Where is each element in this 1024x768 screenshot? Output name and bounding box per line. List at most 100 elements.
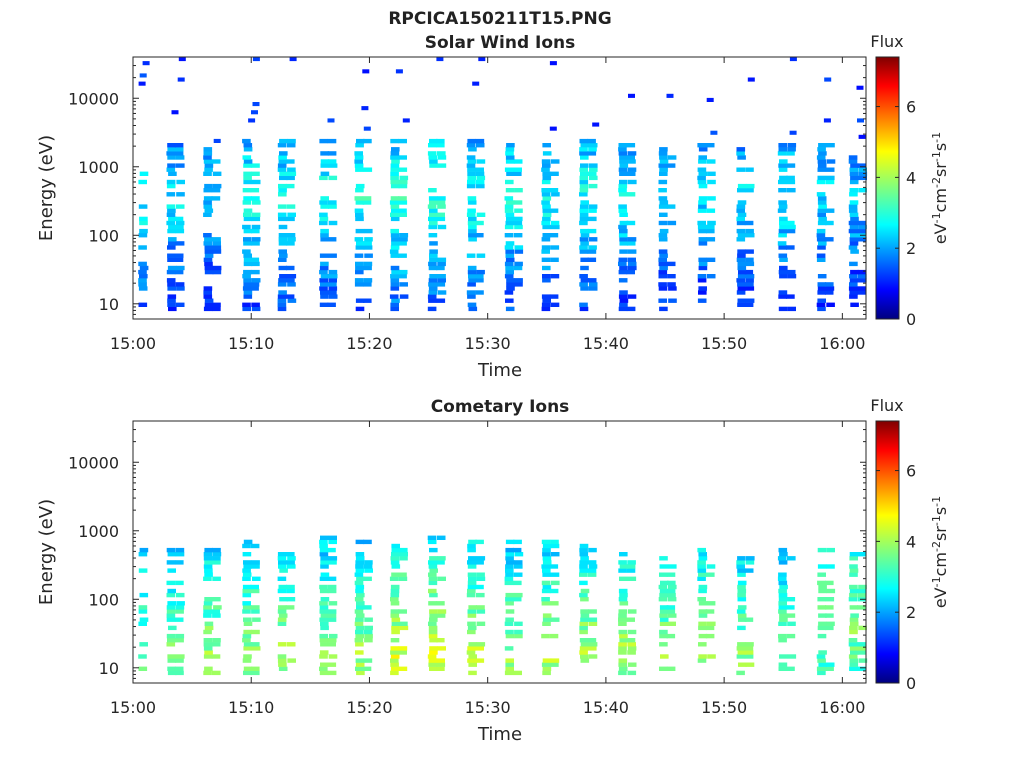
spectrogram-cell: [320, 597, 330, 602]
spectrogram-cell: [504, 580, 514, 586]
spectrogram-cell: [505, 617, 514, 622]
spectrogram-cell: [580, 155, 589, 160]
spectrogram-cell: [542, 543, 552, 549]
spectrogram-cell: [398, 196, 407, 201]
spectrogram-cell: [504, 670, 514, 676]
spectrogram-cell: [659, 212, 668, 217]
spectrogram-cell: [287, 237, 296, 242]
spectrogram-cell: [817, 306, 826, 312]
spectrogram-cell: [364, 633, 373, 639]
spectrogram-cell: [779, 257, 788, 262]
colorbar-tick-label: 6: [906, 462, 916, 481]
spectrogram-cell: [505, 155, 515, 160]
spectrogram-cell: [658, 282, 667, 287]
spectrogram-cell: [818, 588, 827, 594]
spectrogram-cell: [391, 547, 401, 553]
spectrogram-cell: [327, 609, 337, 614]
spectrogram-cell: [514, 621, 523, 626]
spectrogram-cell: [786, 163, 796, 168]
spectrogram-cell: [659, 629, 668, 635]
spectrogram-cell: [286, 216, 295, 222]
spectrogram-cell: [787, 188, 796, 193]
spectrogram-cell: [514, 564, 523, 569]
spectrogram-cell: [705, 625, 715, 631]
spectrogram-cell: [850, 302, 859, 307]
spectrogram-cell: [212, 183, 222, 189]
spectrogram-cell: [328, 278, 337, 283]
spectrogram-cell: [203, 171, 212, 176]
spectrogram-cell: [138, 233, 148, 238]
spectrogram-cell: [355, 298, 365, 303]
spectrogram-cell: [658, 257, 667, 262]
spectrogram-cell: [698, 584, 708, 590]
spectrogram-cell: [356, 601, 365, 606]
spectrogram-cell: [429, 274, 438, 279]
spectrogram-cell: [779, 220, 788, 226]
spectrogram-cell: [506, 143, 515, 148]
spectrogram-cell: [166, 269, 176, 275]
spectrogram-cell: [626, 269, 635, 275]
spectrogram-cell: [436, 265, 445, 271]
spectrogram-cell: [390, 253, 400, 258]
spectrogram-cell: [436, 638, 445, 643]
spectrogram-cell: [514, 633, 523, 639]
spectrogram-cell: [319, 547, 329, 553]
spectrogram-cell: [745, 560, 755, 565]
spectrogram-cell: [698, 159, 707, 164]
spectrogram-cell: [778, 269, 788, 275]
spectrogram-cell: [251, 609, 260, 614]
spectrogram-cell: [167, 147, 176, 152]
spectrogram-cell: [779, 159, 788, 164]
spectrogram-cell: [243, 617, 252, 622]
spectrogram-cell: [745, 249, 754, 254]
spectrogram-cell: [429, 568, 438, 573]
spectrogram-cell: [389, 200, 399, 205]
spectrogram-cell: [618, 204, 627, 209]
spectrogram-cell: [777, 208, 787, 213]
spectrogram-cell: [736, 220, 746, 226]
spectrogram-cell: [139, 216, 148, 222]
spectrogram-cell: [429, 666, 438, 671]
spectrogram-cell: [505, 568, 514, 573]
spectrogram-cell: [174, 216, 184, 222]
spectrogram-cell: [355, 306, 365, 312]
spectrogram-cell: [319, 609, 329, 614]
spectrogram-cell: [778, 188, 787, 193]
spectrogram-cell: [504, 245, 514, 250]
spectrogram-cell: [390, 597, 399, 602]
spectrogram-cell: [857, 552, 867, 557]
spectrogram-cell: [737, 188, 746, 193]
spectrogram-cell: [355, 143, 364, 148]
spectrogram-cell: [816, 654, 826, 659]
spectrogram-cell: [736, 237, 746, 242]
spectrogram-cell: [849, 564, 858, 569]
spectrogram-cell: [278, 159, 288, 164]
spectrogram-cell: [505, 200, 515, 205]
spectrogram-cell: [429, 257, 438, 262]
spectrogram-cell: [505, 552, 515, 557]
spectrogram-cell: [243, 147, 253, 152]
spectrogram-cell: [504, 224, 514, 230]
spectrogram-cell: [251, 212, 261, 217]
spectrogram-cell: [287, 274, 297, 279]
spectrogram-cell: [579, 208, 589, 213]
spectrogram-cell: [737, 584, 746, 590]
spectrogram-cell: [541, 188, 550, 193]
spectrogram-cell: [619, 228, 628, 234]
spectrogram-cell: [428, 560, 437, 565]
spectrogram-cell: [626, 143, 636, 148]
spectrogram-cell: [666, 204, 676, 209]
spectrogram-cell: [467, 625, 477, 631]
spectrogram-cell: [580, 228, 589, 234]
spectrogram-cell: [319, 212, 328, 217]
spectrogram-cell: [167, 658, 177, 663]
spectrogram-cell: [777, 556, 787, 561]
y-axis-label: Energy (eV): [36, 135, 57, 241]
spectrogram-cell: [580, 265, 589, 271]
spectrogram-cell: [550, 171, 559, 176]
spectrogram-cell: [390, 155, 399, 160]
spectrogram-cell: [823, 118, 831, 123]
spectrogram-cell: [355, 539, 365, 545]
spectrogram-cell: [849, 224, 859, 230]
spectrogram-cell: [390, 196, 400, 201]
